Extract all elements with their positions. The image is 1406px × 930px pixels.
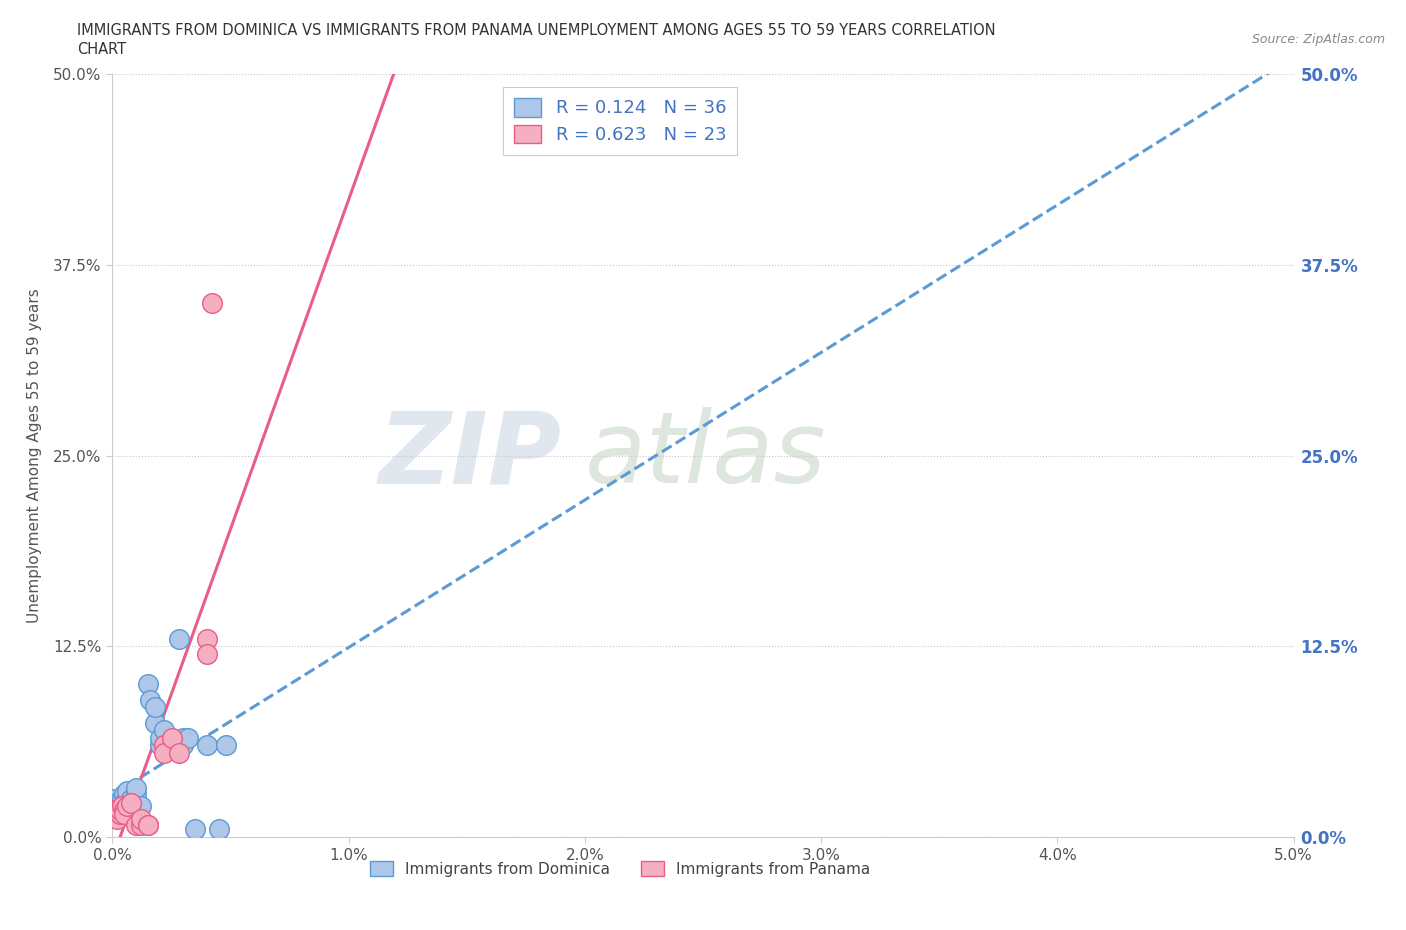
Point	[120, 796, 142, 811]
Point	[125, 781, 148, 796]
Y-axis label: Unemployment Among Ages 55 to 59 years: Unemployment Among Ages 55 to 59 years	[27, 288, 42, 623]
Text: IMMIGRANTS FROM DOMINICA VS IMMIGRANTS FROM PANAMA UNEMPLOYMENT AMONG AGES 55 TO: IMMIGRANTS FROM DOMINICA VS IMMIGRANTS F…	[77, 23, 995, 38]
Point	[101, 802, 124, 817]
Point	[112, 796, 135, 811]
Point	[101, 806, 124, 821]
Point	[108, 802, 131, 817]
Point	[195, 646, 218, 661]
Point	[160, 738, 183, 753]
Point	[160, 730, 183, 745]
Point	[111, 791, 134, 806]
Point	[115, 791, 138, 806]
Point	[101, 791, 124, 806]
Point	[104, 806, 127, 821]
Point	[101, 802, 124, 817]
Point	[215, 738, 238, 753]
Point	[105, 802, 128, 817]
Text: Source: ZipAtlas.com: Source: ZipAtlas.com	[1251, 33, 1385, 46]
Text: CHART: CHART	[77, 42, 127, 57]
Point	[143, 700, 166, 715]
Point	[143, 715, 166, 730]
Point	[125, 817, 148, 832]
Point	[201, 296, 224, 311]
Point	[129, 811, 152, 826]
Point	[172, 730, 194, 745]
Point	[149, 730, 172, 745]
Point	[153, 723, 176, 737]
Point	[105, 811, 128, 826]
Point	[177, 730, 200, 745]
Point	[136, 817, 159, 832]
Point	[105, 802, 128, 817]
Point	[167, 746, 190, 761]
Point	[195, 631, 218, 646]
Point	[105, 799, 128, 814]
Legend: Immigrants from Dominica, Immigrants from Panama: Immigrants from Dominica, Immigrants fro…	[364, 855, 876, 883]
Point	[105, 796, 128, 811]
Point	[153, 738, 176, 753]
Point	[167, 631, 190, 646]
Point	[149, 738, 172, 753]
Text: ZIP: ZIP	[378, 407, 561, 504]
Point	[112, 806, 135, 821]
Point	[115, 784, 138, 799]
Point	[112, 787, 135, 802]
Point	[136, 677, 159, 692]
Point	[101, 796, 124, 811]
Point	[112, 802, 135, 817]
Point	[184, 822, 207, 837]
Point	[139, 692, 162, 707]
Point	[129, 817, 152, 832]
Point	[208, 822, 231, 837]
Point	[136, 817, 159, 832]
Point	[115, 799, 138, 814]
Text: atlas: atlas	[585, 407, 827, 504]
Point	[115, 802, 138, 817]
Point	[108, 806, 131, 821]
Point	[195, 738, 218, 753]
Point	[120, 796, 142, 811]
Point	[172, 738, 194, 753]
Point	[111, 799, 134, 814]
Point	[129, 799, 152, 814]
Point	[125, 787, 148, 802]
Point	[115, 799, 138, 814]
Point	[153, 746, 176, 761]
Point	[120, 791, 142, 806]
Point	[101, 799, 124, 814]
